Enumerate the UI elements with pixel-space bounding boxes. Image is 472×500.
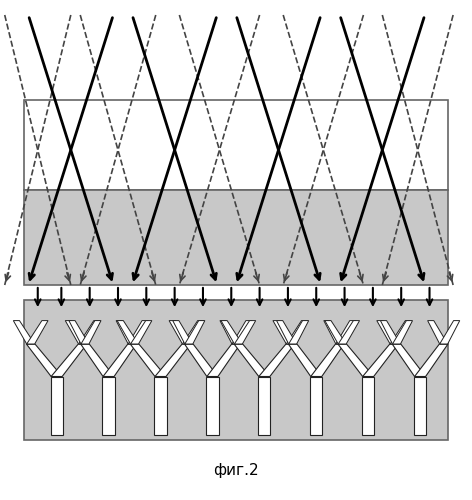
Bar: [24, 190, 448, 285]
Polygon shape: [393, 320, 413, 344]
Polygon shape: [69, 320, 89, 344]
Polygon shape: [311, 344, 344, 376]
Polygon shape: [220, 320, 240, 344]
Polygon shape: [79, 320, 100, 344]
Polygon shape: [377, 320, 398, 344]
Polygon shape: [221, 320, 242, 344]
Polygon shape: [169, 320, 190, 344]
Polygon shape: [362, 344, 398, 376]
Polygon shape: [325, 320, 346, 344]
Polygon shape: [362, 376, 374, 435]
Polygon shape: [154, 376, 167, 435]
Polygon shape: [51, 376, 63, 435]
Polygon shape: [26, 344, 62, 376]
Bar: [24, 100, 448, 190]
Polygon shape: [183, 320, 204, 344]
Polygon shape: [440, 320, 460, 344]
Polygon shape: [81, 344, 114, 376]
Polygon shape: [273, 320, 294, 344]
Polygon shape: [65, 320, 86, 344]
Polygon shape: [155, 344, 191, 376]
Polygon shape: [27, 320, 48, 344]
Polygon shape: [277, 320, 296, 344]
Polygon shape: [128, 320, 148, 344]
Polygon shape: [207, 344, 240, 376]
Polygon shape: [234, 344, 270, 376]
Polygon shape: [288, 344, 322, 376]
Polygon shape: [206, 376, 219, 435]
Polygon shape: [258, 376, 270, 435]
Polygon shape: [117, 320, 138, 344]
Polygon shape: [414, 376, 426, 435]
Polygon shape: [235, 320, 256, 344]
Polygon shape: [173, 320, 193, 344]
Polygon shape: [131, 320, 152, 344]
Bar: [24, 300, 448, 440]
Polygon shape: [289, 320, 309, 344]
Polygon shape: [51, 344, 87, 376]
Polygon shape: [232, 320, 252, 344]
Polygon shape: [390, 320, 412, 344]
Polygon shape: [103, 344, 136, 376]
Text: фиг.2: фиг.2: [213, 462, 259, 477]
Polygon shape: [324, 320, 344, 344]
Polygon shape: [259, 344, 295, 376]
Polygon shape: [338, 320, 360, 344]
Polygon shape: [380, 320, 400, 344]
Polygon shape: [130, 344, 166, 376]
Polygon shape: [428, 320, 447, 344]
Polygon shape: [185, 320, 205, 344]
Polygon shape: [185, 344, 218, 376]
Polygon shape: [13, 320, 34, 344]
Polygon shape: [392, 344, 426, 376]
Polygon shape: [287, 320, 308, 344]
Polygon shape: [116, 320, 136, 344]
Polygon shape: [310, 376, 322, 435]
Polygon shape: [338, 344, 374, 376]
Polygon shape: [102, 376, 115, 435]
Polygon shape: [336, 320, 356, 344]
Polygon shape: [414, 344, 448, 376]
Polygon shape: [81, 320, 101, 344]
